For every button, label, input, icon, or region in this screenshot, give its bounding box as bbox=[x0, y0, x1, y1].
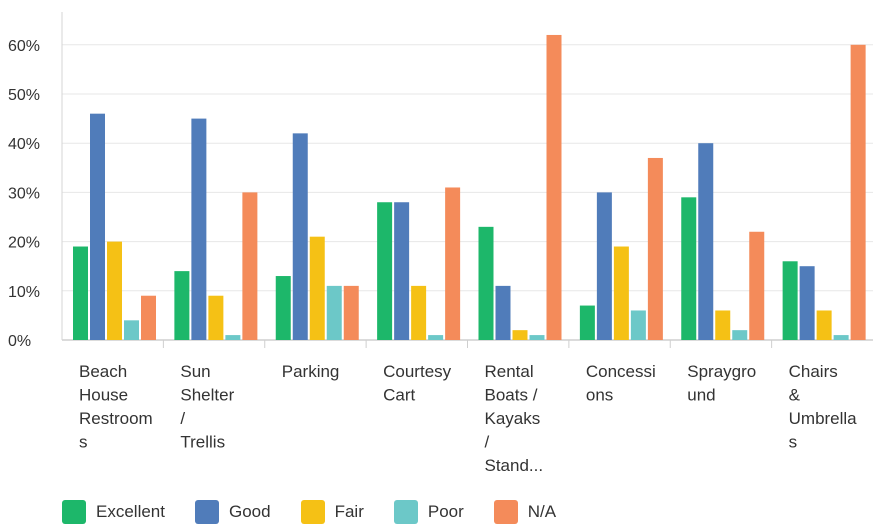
legend-swatch bbox=[393, 500, 418, 524]
bar-excellent bbox=[681, 197, 697, 340]
bar-na bbox=[749, 231, 765, 340]
legend-swatch bbox=[62, 500, 86, 524]
legend-label: N/A bbox=[527, 502, 557, 521]
x-category-label: Concessi ons bbox=[586, 362, 656, 405]
x-category-label: Sun Shelter / Trellis bbox=[180, 362, 234, 452]
bar-na bbox=[647, 157, 663, 340]
y-tick-label: 30% bbox=[8, 185, 40, 202]
bar-good bbox=[394, 202, 410, 340]
bar-fair bbox=[613, 246, 629, 340]
bar-excellent bbox=[782, 261, 798, 340]
bar-poor bbox=[124, 320, 139, 340]
bar-excellent bbox=[478, 226, 494, 340]
y-tick-label: 40% bbox=[8, 136, 40, 153]
bar-excellent bbox=[275, 276, 291, 340]
bar-chart: 0% 10% 20% 30% 40% 50% 60% Beach House Restroom s… bbox=[8, 12, 873, 475]
x-category-label: Beach House Restroom s bbox=[79, 362, 153, 452]
legend-label: Fair bbox=[334, 502, 364, 521]
bar-excellent bbox=[579, 305, 595, 340]
bar-fair bbox=[715, 310, 731, 340]
bar-na bbox=[343, 285, 359, 340]
legend: Excellent Good Fair Poor N/A bbox=[62, 500, 586, 524]
y-tick-label: 0% bbox=[8, 333, 31, 350]
x-category-label: Spraygro und bbox=[687, 362, 756, 405]
bar-poor bbox=[630, 310, 646, 340]
bar-na bbox=[242, 192, 258, 340]
legend-swatch bbox=[493, 500, 518, 524]
bar-excellent bbox=[73, 246, 88, 340]
bar-good bbox=[596, 192, 612, 340]
bar-good bbox=[292, 133, 308, 340]
legend-item: Good bbox=[194, 500, 271, 524]
bar-fair bbox=[107, 241, 122, 340]
legend-label: Good bbox=[228, 502, 271, 521]
y-axis-ticks: 0% 10% 20% 30% 40% 50% 60% bbox=[8, 38, 40, 350]
legend-label: Poor bbox=[427, 502, 464, 521]
x-category-label: Parking bbox=[282, 362, 340, 381]
y-tick-label: 50% bbox=[8, 87, 40, 104]
bar-poor bbox=[326, 285, 342, 340]
bar-fair bbox=[309, 236, 325, 340]
bar-poor bbox=[428, 335, 444, 340]
bar-excellent bbox=[377, 202, 393, 340]
bar-poor bbox=[732, 330, 748, 340]
legend-label: Excellent bbox=[96, 502, 165, 521]
x-axis-labels: Beach House Restroom s Sun Shelter / Trellis Par… bbox=[79, 362, 857, 475]
x-category-label: Rental Boats / Kayaks / Stand... bbox=[485, 362, 544, 475]
bar-fair bbox=[411, 285, 427, 340]
bar-good bbox=[495, 285, 511, 340]
bar-poor bbox=[225, 335, 241, 340]
bar-fair bbox=[816, 310, 832, 340]
legend-swatch bbox=[194, 500, 219, 524]
legend-item: Excellent bbox=[62, 500, 165, 524]
bar-fair bbox=[512, 330, 528, 340]
bar-na bbox=[850, 44, 866, 341]
bar-good bbox=[191, 118, 207, 340]
x-category-label: Chairs & Umbrella s bbox=[789, 362, 858, 452]
bar-fair bbox=[208, 295, 224, 340]
y-tick-label: 10% bbox=[8, 284, 40, 301]
x-category-label: Courtesy Cart bbox=[383, 362, 452, 405]
y-tick-label: 20% bbox=[8, 235, 40, 252]
bar-good bbox=[698, 143, 714, 340]
bar-na bbox=[546, 34, 562, 341]
bar-good bbox=[799, 266, 815, 340]
y-tick-label: 60% bbox=[8, 38, 40, 55]
legend-item: Poor bbox=[393, 500, 464, 524]
bar-excellent bbox=[174, 271, 190, 340]
bars bbox=[73, 34, 866, 341]
legend-swatch bbox=[300, 500, 325, 524]
legend-item: N/A bbox=[493, 500, 557, 524]
bar-poor bbox=[529, 335, 545, 340]
bar-na bbox=[445, 187, 461, 340]
bar-good bbox=[90, 113, 105, 341]
bar-poor bbox=[833, 335, 849, 340]
bar-na bbox=[141, 295, 156, 340]
legend-item: Fair bbox=[300, 500, 364, 524]
